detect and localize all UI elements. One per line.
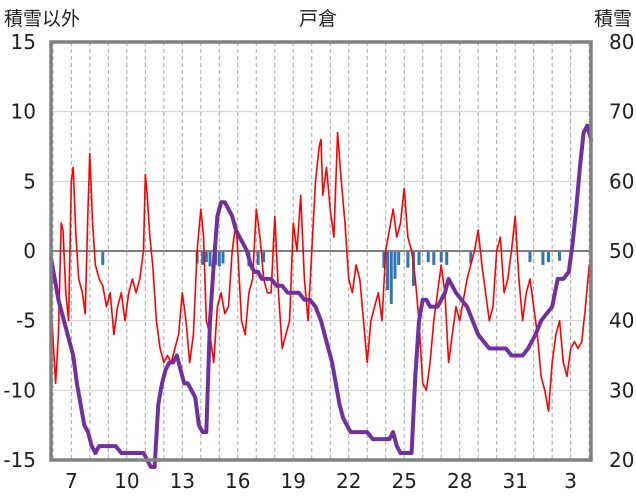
precip-bar [445,251,449,265]
precip-bar [541,251,545,265]
precip-bar [426,251,430,263]
precip-bar [439,251,443,263]
x-tick-label: 28 [447,469,472,493]
right-axis-ticks: 80 70 60 50 40 30 20 [609,30,634,472]
left-tick-label: 5 [23,169,36,193]
precip-bar [217,251,221,267]
right-tick-label: 30 [609,378,634,402]
precip-bar [393,251,397,279]
right-axis-label: 積雪 [594,8,632,30]
left-tick-label: -10 [3,378,36,402]
precip-bar [221,251,225,264]
right-tick-label: 50 [609,239,634,263]
precip-bar [201,251,205,265]
x-tick-label: 19 [281,469,306,493]
precip-bar [101,251,105,265]
precip-bar [528,251,532,263]
precip-bar [546,251,550,263]
precip-bar [262,251,266,263]
right-tick-label: 80 [609,30,634,54]
precip-bar [208,251,212,267]
precip-bar [389,251,393,304]
precip-bar [417,251,421,265]
precip-bar [432,251,436,265]
x-tick-label: 16 [225,469,250,493]
x-tick-label: 13 [170,469,195,493]
x-tick-label: 3 [564,469,577,493]
left-tick-label: -5 [16,309,36,333]
right-tick-label: 40 [609,309,634,333]
precip-bar [397,251,401,265]
x-axis-ticks: 7 10 13 16 19 22 25 28 31 3 [65,469,577,493]
left-axis-ticks: 15 10 5 0 -5 -10 -15 [3,30,36,472]
temperature-line [50,131,592,412]
right-tick-label: 20 [609,448,634,472]
snow-depth-line [49,123,593,469]
left-tick-label: 10 [11,100,36,124]
x-tick-label: 25 [391,469,416,493]
right-tick-label: 70 [609,100,634,124]
precip-bar [256,251,260,265]
precip-bar [469,251,473,264]
right-tick-label: 60 [609,169,634,193]
plot-frame [49,40,593,462]
chart-title: 戸倉 [299,8,337,30]
precip-bar [558,251,562,261]
precip-bar [406,251,410,268]
left-tick-label: 0 [23,239,36,263]
left-tick-label: -15 [3,448,36,472]
left-tick-label: 15 [11,30,36,54]
x-tick-label: 31 [502,469,527,493]
precip-bar [382,251,386,268]
precip-bar [204,251,208,263]
precip-bars [101,251,562,304]
precip-bar [386,251,390,291]
x-tick-label: 10 [114,469,139,493]
x-tick-label: 7 [65,469,78,493]
x-tick-label: 22 [336,469,361,493]
left-axis-label: 積雪以外 [4,8,80,30]
